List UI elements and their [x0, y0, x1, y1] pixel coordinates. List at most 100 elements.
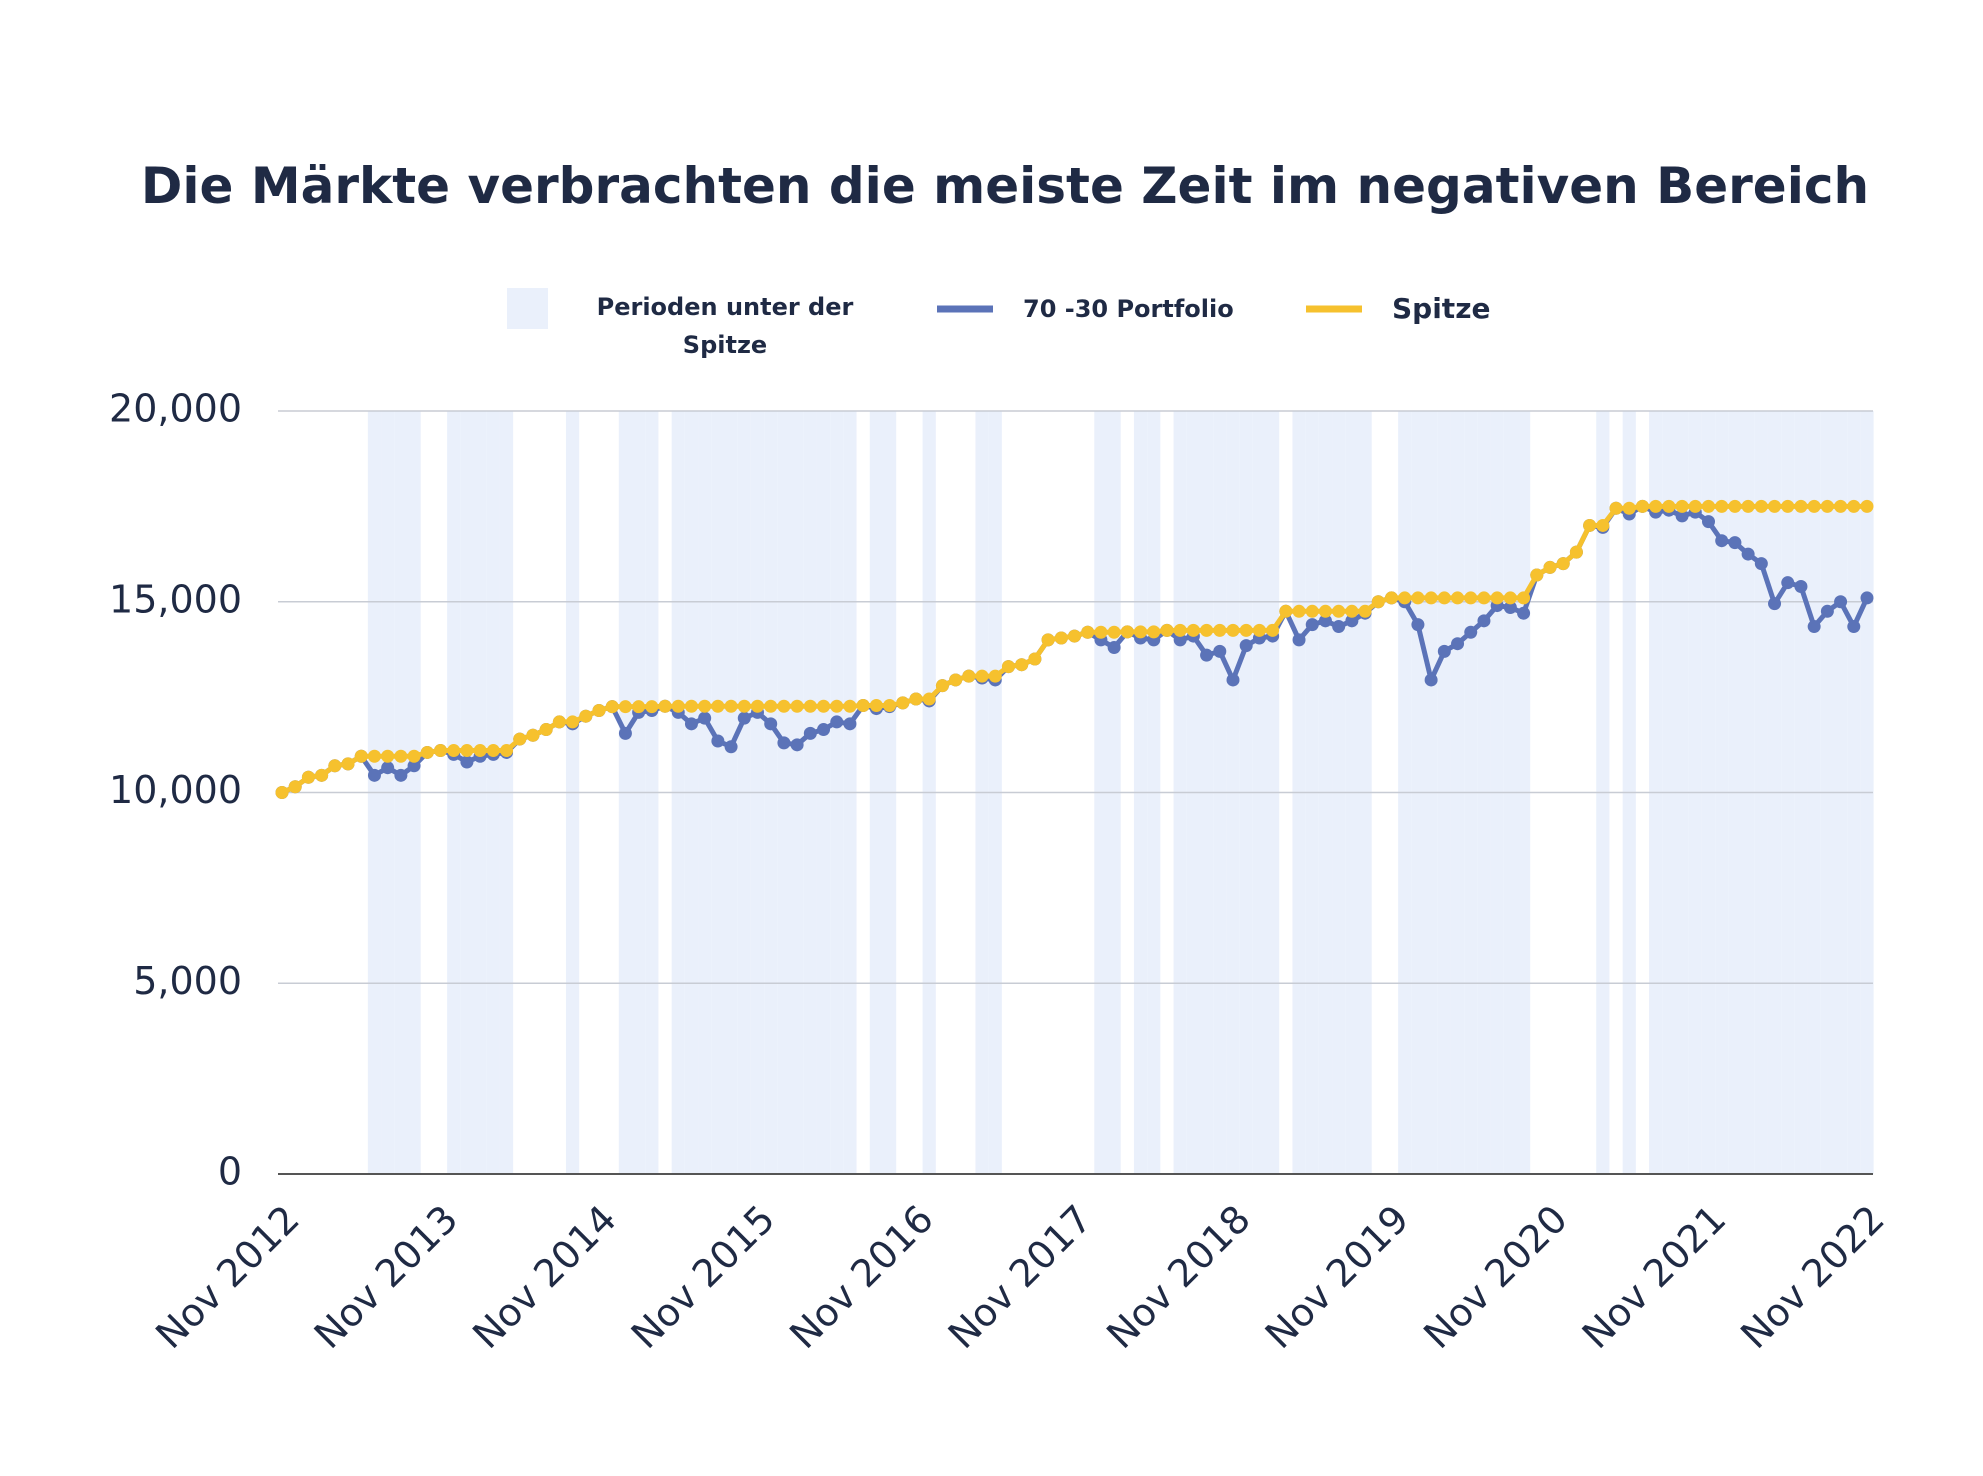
data-point — [975, 669, 989, 683]
data-point — [1015, 658, 1029, 672]
x-tick-label: Nov 2012 — [147, 1197, 307, 1357]
data-point — [381, 761, 395, 775]
data-point — [1213, 644, 1227, 658]
data-point — [856, 699, 870, 713]
data-point — [843, 717, 857, 731]
data-point — [1820, 604, 1834, 618]
data-point — [1675, 499, 1689, 513]
data-point — [513, 732, 527, 746]
data-point — [632, 700, 646, 714]
data-point — [1292, 604, 1306, 618]
legend-swatch — [507, 288, 548, 329]
data-point — [1807, 499, 1821, 513]
data-point — [790, 738, 804, 752]
chart-title: Die Märkte verbrachten die meiste Zeit i… — [141, 157, 1869, 215]
data-point — [1503, 600, 1517, 614]
data-point — [420, 745, 434, 759]
data-point — [737, 699, 751, 713]
data-point — [1094, 625, 1108, 639]
data-point — [1517, 606, 1531, 620]
data-point — [645, 700, 659, 714]
data-point — [1318, 604, 1332, 618]
data-point — [1464, 591, 1478, 605]
data-point — [698, 711, 712, 725]
data-point — [896, 696, 910, 710]
data-point — [1332, 620, 1346, 634]
data-point — [1675, 509, 1689, 523]
data-point — [684, 699, 698, 713]
data-point — [658, 699, 672, 713]
data-point — [447, 744, 461, 758]
data-point — [1741, 499, 1755, 513]
data-point — [1847, 620, 1861, 634]
data-point — [1213, 623, 1227, 637]
data-point — [949, 673, 963, 687]
data-point — [1847, 499, 1861, 513]
data-point — [1781, 576, 1795, 590]
data-point — [1635, 499, 1649, 513]
data-point — [1028, 652, 1042, 666]
data-point — [1517, 591, 1531, 605]
data-point — [1834, 499, 1848, 513]
data-point — [777, 699, 791, 713]
data-point — [1424, 673, 1438, 687]
data-point — [407, 759, 421, 773]
data-point — [764, 717, 778, 731]
data-point — [1173, 623, 1187, 637]
legend-label: Spitze — [1392, 292, 1490, 325]
data-point — [1200, 623, 1214, 637]
x-tick-label: Nov 2013 — [306, 1197, 466, 1357]
data-point — [1318, 614, 1332, 628]
data-point — [1200, 648, 1214, 662]
data-point — [315, 768, 329, 782]
data-point — [922, 692, 936, 706]
data-point — [711, 734, 725, 748]
data-point — [1134, 625, 1148, 639]
data-point — [1345, 604, 1359, 618]
data-point — [1715, 499, 1729, 513]
data-point — [817, 723, 831, 737]
data-point — [1490, 591, 1504, 605]
data-point — [698, 699, 712, 713]
data-point — [1649, 499, 1663, 513]
data-point — [711, 699, 725, 713]
data-point — [1160, 623, 1174, 637]
x-tick-label: Nov 2014 — [464, 1197, 624, 1357]
data-point — [1781, 499, 1795, 513]
data-point — [1424, 591, 1438, 605]
data-point — [1345, 614, 1359, 628]
data-point — [1001, 660, 1015, 674]
data-point — [1503, 591, 1517, 605]
data-point — [935, 679, 949, 693]
data-point — [1120, 625, 1134, 639]
data-point — [777, 736, 791, 750]
data-point — [1054, 631, 1068, 645]
data-point — [1702, 499, 1715, 513]
data-point — [605, 700, 619, 714]
data-point — [1702, 515, 1715, 529]
data-point — [1768, 597, 1782, 611]
data-point — [1715, 534, 1729, 548]
x-tick-label: Nov 2019 — [1257, 1197, 1417, 1357]
data-point — [1556, 557, 1570, 571]
data-point — [1451, 591, 1465, 605]
data-point — [830, 715, 844, 729]
data-point — [1794, 499, 1808, 513]
data-point — [288, 780, 302, 794]
data-point — [1186, 623, 1200, 637]
data-point — [1107, 641, 1121, 655]
data-point — [579, 709, 593, 723]
data-point — [1530, 568, 1544, 582]
x-tick-label: Nov 2015 — [623, 1197, 783, 1357]
data-point — [751, 699, 764, 713]
data-point — [1794, 579, 1808, 593]
data-point — [1107, 625, 1121, 639]
data-point — [1583, 518, 1597, 532]
data-point — [618, 726, 632, 740]
data-point — [394, 768, 408, 782]
data-point — [1728, 499, 1742, 513]
data-point — [367, 749, 381, 763]
data-point — [1728, 536, 1742, 550]
x-tick-label: Nov 2022 — [1732, 1197, 1892, 1357]
data-point — [724, 740, 738, 754]
